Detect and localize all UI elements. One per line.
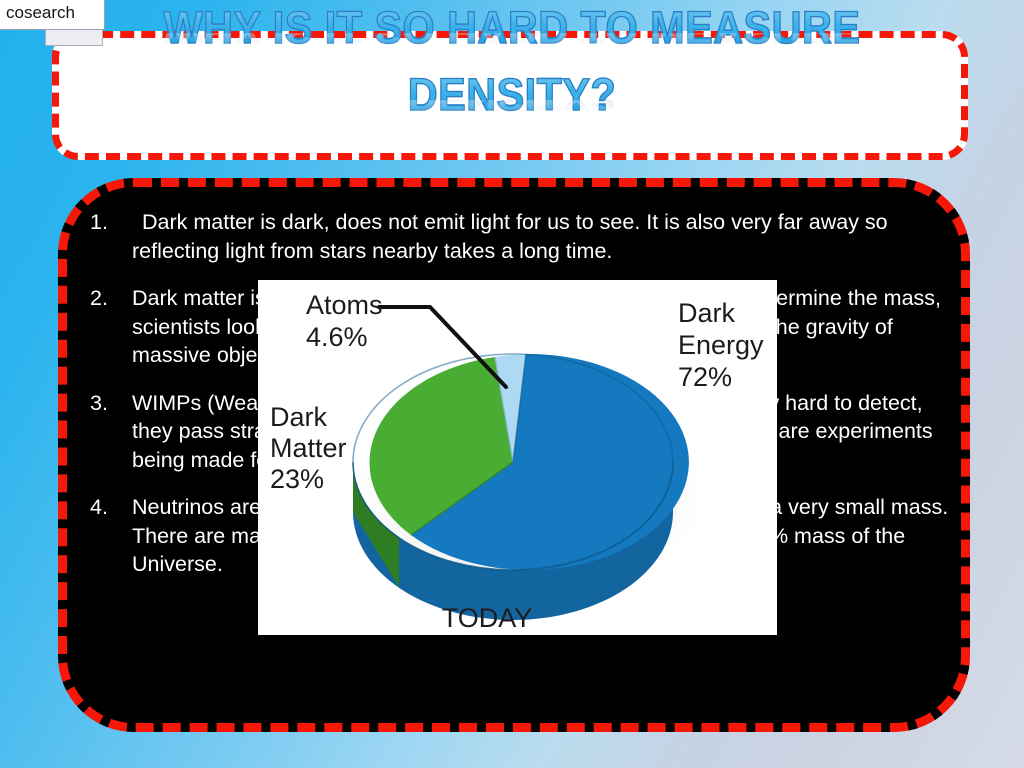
pie-label-dark-matter-line1: Dark <box>270 402 328 432</box>
pie-label-atoms-name: Atoms <box>306 290 383 320</box>
title-line-1-reflection: WHY IS IT SO HARD TO MEASURE <box>41 33 983 49</box>
title-line-1: WHY IS IT SO HARD TO MEASURE <box>41 3 983 51</box>
list-item-number: 3. <box>90 390 108 415</box>
title-line-2: DENSITY? <box>41 70 983 118</box>
pie-slice-dark-energy <box>411 353 689 570</box>
pie-slice-dark-matter <box>369 357 513 535</box>
pie-label-dark-energy-value: 72% <box>678 362 732 392</box>
pie-side-wall-green <box>353 462 399 587</box>
pie-label-atoms-value: 4.6% <box>306 322 368 352</box>
atoms-callout-leader <box>377 305 508 389</box>
pie-side-wall <box>353 462 673 620</box>
list-item-text: Dark matter is dark, does not emit light… <box>132 210 888 263</box>
list-item-number: 1. <box>90 210 108 234</box>
pie-chart-image: Atoms 4.6% Dark Matter 23% Dark Energy 7… <box>258 280 777 635</box>
pie-label-dark-energy-line1: Dark <box>678 298 736 328</box>
list-item-number: 2. <box>90 286 108 310</box>
watermark-label: cosearch <box>6 3 75 22</box>
pie-label-dark-matter-value: 23% <box>270 464 324 494</box>
pie-caption: TODAY <box>442 603 533 633</box>
list-item-number: 4. <box>90 495 108 519</box>
list-item: 1. Dark matter is dark, does not emit li… <box>90 208 956 265</box>
title-plate <box>52 31 968 160</box>
pie-chart-svg: Atoms 4.6% Dark Matter 23% Dark Energy 7… <box>270 290 764 633</box>
pie-label-dark-matter-line2: Matter <box>270 433 347 463</box>
page-title: WHY IS IT SO HARD TO MEASURE WHY IS IT S… <box>0 3 1024 138</box>
title-line-2-reflection: DENSITY? <box>41 100 983 116</box>
watermark-badge: cosearch <box>0 0 105 30</box>
watermark-tab <box>45 30 103 46</box>
pie-label-dark-energy-line2: Energy <box>678 330 764 360</box>
